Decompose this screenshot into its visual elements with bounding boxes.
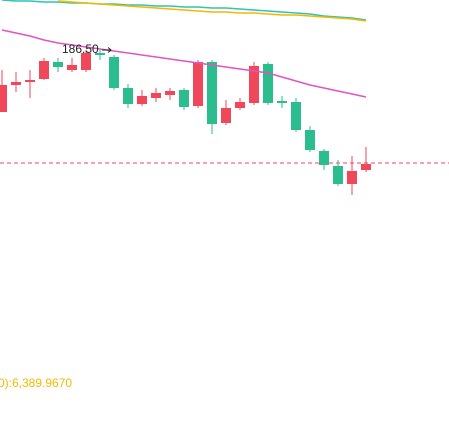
candle-body (277, 101, 287, 103)
candle-body (67, 65, 77, 70)
candle-body (263, 64, 273, 103)
candle-body (39, 61, 49, 79)
candle-body (53, 62, 63, 67)
max-price-label: 186.50 (62, 42, 99, 56)
candle-body (361, 164, 371, 170)
candle-body (347, 171, 357, 184)
candle-body (0, 85, 7, 112)
max-arrow (102, 47, 112, 53)
indicator-label: 0):6,389.9670 (0, 376, 72, 390)
candle-body (109, 57, 119, 88)
candle-body (151, 93, 161, 98)
candle-body (123, 88, 133, 104)
candle-body (81, 53, 91, 70)
candle-body (207, 62, 217, 124)
candle-body (221, 108, 231, 123)
candle-body (11, 82, 21, 85)
moving-average-line (1, 0, 367, 21)
candle-body (193, 62, 203, 106)
candle-body (319, 151, 329, 165)
candle-body (235, 102, 245, 108)
candle-body (305, 130, 315, 150)
candle-body (333, 166, 343, 184)
moving-average-line (57, 0, 367, 22)
candle-body (179, 90, 189, 107)
candle-body (165, 91, 175, 95)
candle-body (137, 96, 147, 104)
moving-average-line (1, 29, 367, 98)
candle-body (25, 80, 35, 82)
candle-body (95, 53, 105, 55)
candle-body (249, 66, 259, 103)
candle-body (291, 102, 301, 130)
